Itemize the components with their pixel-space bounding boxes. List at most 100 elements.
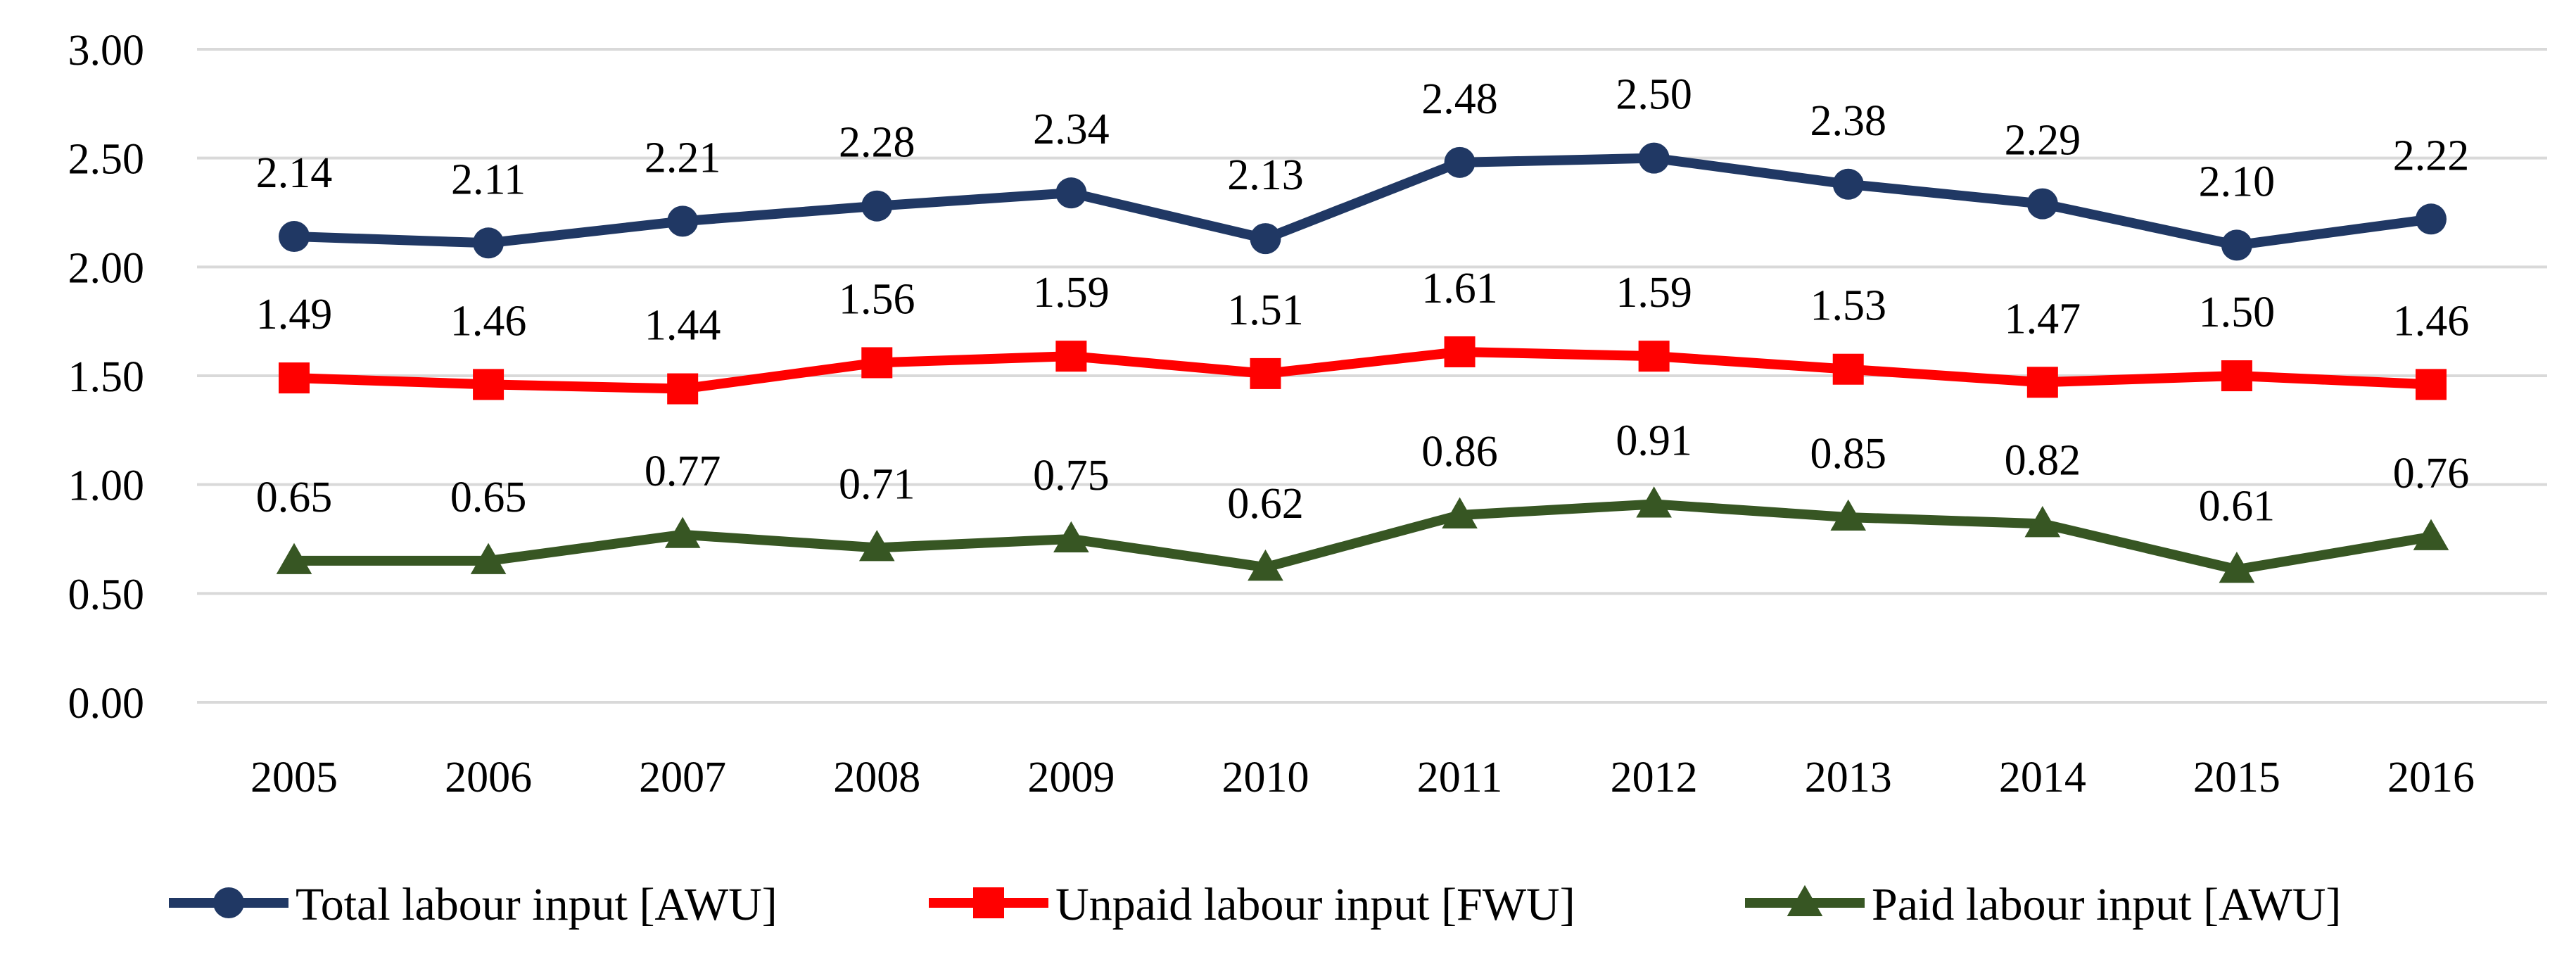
data-label: 1.59 xyxy=(1616,269,1692,317)
series-lines xyxy=(276,142,2449,583)
data-label: 0.61 xyxy=(2199,482,2276,530)
y-tick-label: 1.00 xyxy=(68,462,145,510)
data-point-marker xyxy=(1832,168,1864,200)
legend-marker xyxy=(213,887,244,918)
data-point-marker xyxy=(1442,497,1478,528)
y-tick-label: 1.50 xyxy=(68,353,145,401)
data-point-marker xyxy=(858,530,895,562)
y-tick-label: 2.00 xyxy=(68,244,145,292)
data-point-marker xyxy=(470,543,507,574)
data-label: 0.62 xyxy=(1227,480,1304,528)
legend-item: Unpaid labour input [FWU] xyxy=(929,879,1575,930)
data-point-marker xyxy=(2416,369,2447,400)
data-label: 2.14 xyxy=(256,149,333,197)
legend-item: Paid labour input [AWU] xyxy=(1745,879,2341,930)
x-tick-label: 2014 xyxy=(1999,754,2086,801)
data-label: 1.49 xyxy=(256,291,333,338)
series-line-2 xyxy=(293,346,2432,394)
data-label: 2.29 xyxy=(2005,117,2081,165)
data-label: 0.86 xyxy=(1421,428,1498,476)
data-point-marker xyxy=(2024,506,2061,538)
data-label: 0.75 xyxy=(1033,452,1110,500)
data-point-marker xyxy=(1638,142,1670,174)
legend-label: Total labour input [AWU] xyxy=(296,879,778,930)
data-label: 2.22 xyxy=(2393,132,2470,179)
data-label: 2.34 xyxy=(1033,106,1110,153)
legend-marker xyxy=(1787,885,1823,916)
data-point-marker xyxy=(1250,223,1281,255)
data-label: 0.82 xyxy=(2005,436,2081,484)
data-point-marker xyxy=(1444,146,1476,178)
data-label: 0.65 xyxy=(256,474,333,521)
x-tick-label: 2008 xyxy=(833,754,920,801)
data-point-marker xyxy=(2026,367,2058,398)
data-label: 1.44 xyxy=(645,302,721,350)
y-axis-tick-labels: 0.00 0.50 1.00 1.50 2.00 2.50 3.00 xyxy=(68,27,145,728)
data-label: 1.46 xyxy=(450,297,527,345)
data-point-marker xyxy=(473,369,505,400)
data-label: 2.11 xyxy=(451,156,526,203)
series-line-1 xyxy=(293,153,2432,251)
data-point-marker xyxy=(1636,486,1672,518)
data-point-marker xyxy=(1055,177,1087,209)
data-point-marker xyxy=(473,227,505,259)
legend-marker xyxy=(973,887,1004,918)
x-tick-label: 2013 xyxy=(1805,754,1892,801)
data-label: 0.77 xyxy=(645,448,721,495)
data-point-marker xyxy=(664,516,701,548)
data-point-marker xyxy=(276,543,312,574)
data-label: 0.65 xyxy=(450,474,527,521)
y-tick-label: 3.00 xyxy=(68,27,145,75)
data-point-marker xyxy=(1248,549,1283,581)
x-tick-label: 2016 xyxy=(2387,754,2475,801)
data-label: 1.56 xyxy=(839,275,915,323)
data-label: 0.76 xyxy=(2393,450,2470,497)
data-point-marker xyxy=(2413,519,2449,550)
x-tick-label: 2015 xyxy=(2193,754,2280,801)
data-label: 2.10 xyxy=(2199,158,2276,205)
data-label: 1.46 xyxy=(2393,297,2470,345)
data-point-marker xyxy=(2219,552,2255,583)
legend-item: Total labour input [AWU] xyxy=(169,879,778,930)
data-point-marker xyxy=(1830,499,1867,531)
data-point-marker xyxy=(861,190,893,222)
data-label: 0.91 xyxy=(1616,417,1692,465)
data-label: 1.61 xyxy=(1421,265,1498,312)
x-tick-label: 2007 xyxy=(639,754,726,801)
gridlines xyxy=(197,48,2547,704)
data-label: 2.28 xyxy=(839,119,915,167)
data-labels: 2.14 2.11 2.21 2.28 2.34 2.13 2.48 2.50 2.38 2.29… xyxy=(256,71,2470,531)
y-tick-label: 0.00 xyxy=(68,680,145,728)
data-point-marker xyxy=(1832,353,1864,385)
x-tick-label: 2006 xyxy=(445,754,532,801)
x-tick-label: 2012 xyxy=(1611,754,1698,801)
x-tick-label: 2011 xyxy=(1417,754,1503,801)
x-tick-label: 2005 xyxy=(250,754,338,801)
x-tick-label: 2010 xyxy=(1222,754,1309,801)
series-line-3 xyxy=(294,499,2432,575)
data-point-marker xyxy=(667,205,699,237)
legend: Total labour input [AWU] Unpaid labour in… xyxy=(169,879,2341,930)
data-label: 2.38 xyxy=(1810,97,1886,145)
data-label: 2.21 xyxy=(645,134,721,182)
data-label: 1.51 xyxy=(1227,286,1304,334)
data-point-marker xyxy=(1444,336,1476,367)
data-point-marker xyxy=(2026,188,2058,220)
legend-label: Unpaid labour input [FWU] xyxy=(1055,879,1575,930)
data-label: 0.71 xyxy=(839,460,915,508)
data-label: 1.50 xyxy=(2199,289,2276,336)
data-label: 1.59 xyxy=(1033,269,1110,317)
data-point-marker xyxy=(1638,341,1670,372)
data-label: 0.85 xyxy=(1810,430,1886,478)
x-axis-tick-labels: 2005 2006 2007 2008 2009 2010 2011 2012 2013 2014… xyxy=(250,754,2475,801)
data-label: 2.50 xyxy=(1616,71,1692,119)
legend-label: Paid labour input [AWU] xyxy=(1872,879,2341,930)
data-label: 2.13 xyxy=(1227,151,1304,199)
data-point-marker xyxy=(861,347,893,379)
data-point-marker xyxy=(1250,357,1281,389)
data-label: 1.53 xyxy=(1810,282,1886,330)
data-point-marker xyxy=(667,373,699,405)
data-point-marker xyxy=(2416,203,2447,235)
